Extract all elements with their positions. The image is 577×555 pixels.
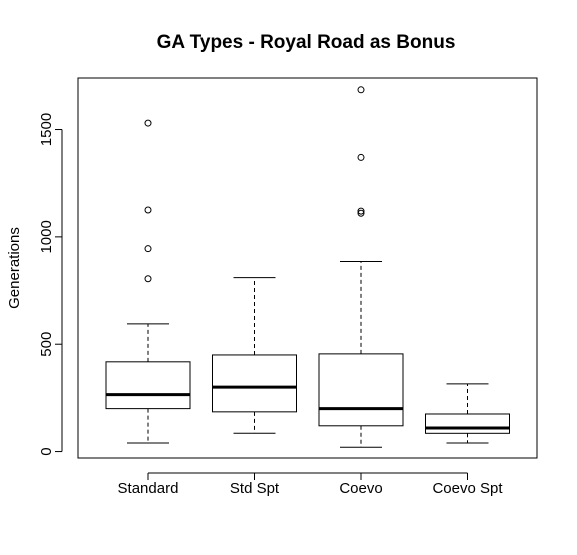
box-group-2 <box>318 86 404 448</box>
y-tick-label-3: 1500 <box>38 113 55 146</box>
y-axis: 0 500 1000 1500 <box>38 113 63 456</box>
y-tick-label-0: 0 <box>38 447 55 455</box>
x-tick-label-3: Coevo Spt <box>432 480 503 497</box>
outlier-point-2-2 <box>357 153 365 161</box>
x-tick-label-2: Coevo <box>339 480 382 497</box>
outlier-point-2-1 <box>357 207 365 215</box>
outlier-point-0-1 <box>144 245 152 253</box>
y-tick-label-1: 500 <box>38 332 55 357</box>
x-axis: Standard Std Spt Coevo Coevo Spt <box>118 472 503 497</box>
outlier-point-2-3 <box>357 86 365 94</box>
y-tick-label-2: 1000 <box>38 220 55 253</box>
x-tick-label-1: Std Spt <box>230 480 280 497</box>
outlier-point-0-0 <box>144 275 152 283</box>
x-tick-label-0: Standard <box>118 480 179 497</box>
outlier-point-0-2 <box>144 206 152 214</box>
outlier-point-0-3 <box>144 119 152 127</box>
y-axis-label: Generations <box>6 227 23 309</box>
box-group-0 <box>105 119 191 444</box>
box-1 <box>212 354 297 413</box>
box-group-1 <box>212 277 297 434</box>
outlier-point-2-0 <box>357 209 365 217</box>
boxes <box>105 86 510 448</box>
plot-frame <box>77 77 538 459</box>
box-2 <box>318 353 404 427</box>
box-group-3 <box>425 383 510 444</box>
chart-title: GA Types - Royal Road as Bonus <box>157 32 456 53</box>
box-0 <box>105 361 191 410</box>
box-3 <box>425 413 510 434</box>
